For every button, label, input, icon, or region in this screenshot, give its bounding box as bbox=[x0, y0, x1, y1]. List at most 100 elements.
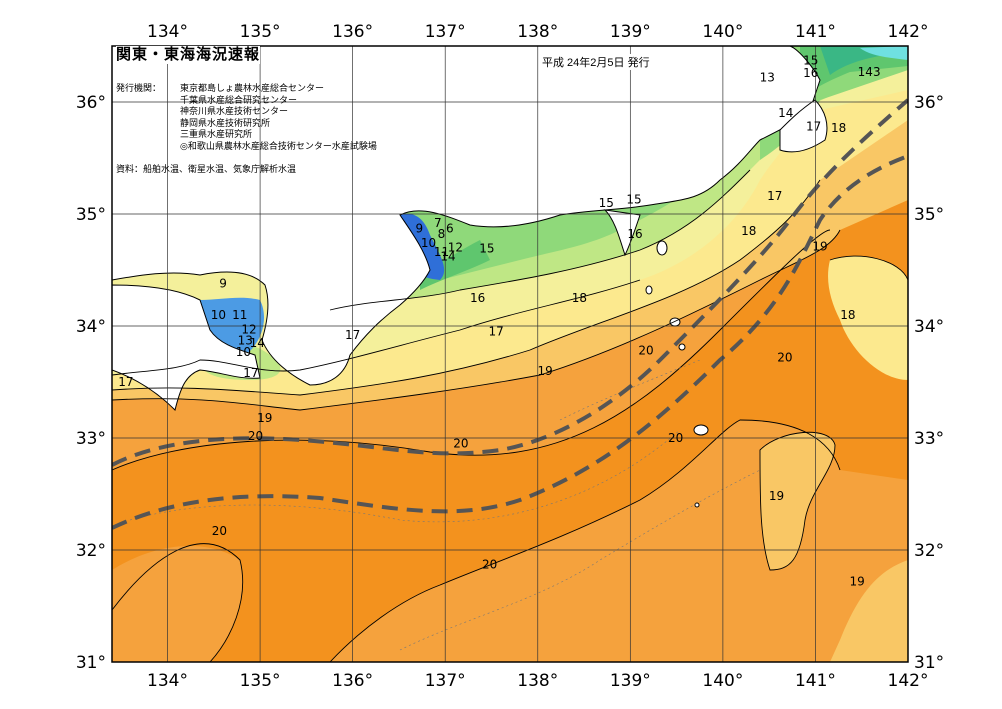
contour-label: 17 bbox=[767, 189, 782, 203]
issuer-list: 東京都島しょ農林水産総合センター 千葉県水産総合研究センター 神奈川県水産技術セ… bbox=[180, 83, 377, 152]
lat-tick-label: 35° bbox=[914, 205, 944, 225]
contour-label: 20 bbox=[668, 431, 683, 445]
lon-tick-label: 138° bbox=[517, 671, 558, 691]
contour-label: 20 bbox=[638, 344, 653, 358]
contour-label: 11 bbox=[434, 245, 449, 259]
lon-tick-label: 137° bbox=[425, 671, 466, 691]
contour-label: 18 bbox=[840, 308, 855, 322]
contour-label: 20 bbox=[777, 350, 792, 364]
axis-ticks: 134° 134° 135° 135° 136° 136° 137° 137° 138° 138°… bbox=[76, 22, 944, 691]
lat-tick-label: 34° bbox=[914, 317, 944, 337]
contour-label: 17 bbox=[345, 328, 360, 342]
kuroshio-axis-south bbox=[112, 154, 908, 530]
issuer-item: 東京都島しょ農林水産総合センター bbox=[180, 83, 325, 93]
lat-tick-label: 32° bbox=[914, 541, 944, 561]
kuroshio-axis-north bbox=[112, 98, 908, 467]
contour-label: 18 bbox=[741, 224, 756, 238]
issuer-item: 三重県水産研究所 bbox=[180, 129, 253, 139]
lon-tick-label: 138° bbox=[517, 22, 558, 42]
contour-label: 12 bbox=[448, 241, 463, 255]
contour-label: 9 bbox=[415, 222, 423, 236]
contour-label: 20 bbox=[482, 558, 497, 572]
sea-cold-osaka-bay bbox=[200, 297, 265, 355]
lat-tick-label: 35° bbox=[76, 205, 106, 225]
contour-label: 15 bbox=[803, 54, 818, 68]
dotted-contours bbox=[129, 359, 761, 651]
lon-tick-label: 136° bbox=[332, 22, 373, 42]
contour-label: 20 bbox=[453, 437, 468, 451]
lon-tick-label: 142° bbox=[888, 22, 929, 42]
island-miyake bbox=[669, 317, 681, 327]
island-niijima bbox=[645, 285, 653, 295]
lon-tick-label: 134° bbox=[147, 671, 188, 691]
lon-tick-label: 141° bbox=[795, 22, 836, 42]
contour-label: 19 bbox=[769, 489, 784, 503]
lat-tick-label: 32° bbox=[76, 541, 106, 561]
lon-tick-label: 136° bbox=[332, 671, 373, 691]
map-frame bbox=[111, 45, 909, 663]
contour-label: 18 bbox=[831, 121, 846, 135]
sea-18-east bbox=[828, 256, 908, 380]
contour-label: 10 bbox=[421, 236, 436, 250]
lat-tick-label: 33° bbox=[76, 429, 106, 449]
contour-label: 20 bbox=[212, 524, 227, 538]
lat-tick-label: 33° bbox=[914, 429, 944, 449]
contour-label: 17 bbox=[806, 120, 821, 134]
sea-20-southwest bbox=[112, 546, 243, 662]
sea-cold-northeast bbox=[860, 46, 908, 60]
lon-tick-label: 135° bbox=[240, 22, 281, 42]
sea-19-eddy bbox=[760, 432, 835, 570]
kuroshio-axis bbox=[112, 98, 908, 530]
contour-label: 12 bbox=[241, 322, 256, 336]
contour-label: 17 bbox=[243, 366, 258, 380]
contour-label: 11 bbox=[232, 308, 247, 322]
island-aogashima bbox=[694, 502, 700, 508]
contour-label: 14 bbox=[778, 106, 793, 120]
contour-label: 14 bbox=[250, 336, 265, 350]
lat-tick-label: 34° bbox=[76, 317, 106, 337]
lat-tick-label: 36° bbox=[76, 93, 106, 113]
issue-date: 平成 24年2月5日 発行 bbox=[542, 54, 650, 70]
land bbox=[112, 46, 828, 508]
contour-label: 10 bbox=[211, 308, 226, 322]
lat-tick-label: 31° bbox=[76, 653, 106, 673]
data-sources: 資料：船舶水温、衛星水温、気象庁解析水温 bbox=[116, 164, 297, 174]
contour-label: 14 bbox=[440, 250, 455, 264]
lon-tick-label: 140° bbox=[702, 671, 743, 691]
contour-label: 8 bbox=[438, 227, 446, 241]
lon-tick-label: 139° bbox=[610, 22, 651, 42]
contour-label: 19 bbox=[812, 239, 827, 253]
contour-label: 19 bbox=[849, 574, 864, 588]
lon-tick-label: 135° bbox=[240, 671, 281, 691]
contour-lines bbox=[112, 169, 908, 662]
contour-label: 16 bbox=[627, 227, 642, 241]
lon-tick-label: 134° bbox=[147, 22, 188, 42]
island-mikura bbox=[678, 343, 686, 351]
issuer-label: 発行機関： bbox=[116, 83, 162, 93]
contour-label: 15 bbox=[626, 192, 641, 206]
contour-label: 6 bbox=[446, 222, 454, 236]
land-shikoku bbox=[112, 284, 261, 411]
lat-tick-label: 36° bbox=[914, 93, 944, 113]
contour-label: 19 bbox=[538, 364, 553, 378]
contour-label: 15 bbox=[599, 196, 614, 210]
lat-tick-label: 31° bbox=[914, 653, 944, 673]
issuer-item: 千葉県水産総合研究センター bbox=[180, 94, 298, 105]
contour-label: 16 bbox=[470, 291, 485, 305]
lon-tick-label: 142° bbox=[888, 671, 929, 691]
lon-tick-label: 140° bbox=[702, 22, 743, 42]
issuer-item: 静岡県水産技術研究所 bbox=[180, 117, 271, 128]
lon-tick-label: 139° bbox=[610, 671, 651, 691]
island-hachijo bbox=[693, 424, 709, 436]
issuer-item: ◎和歌山県農林水産総合技術センター水産試験場 bbox=[180, 140, 377, 151]
lat-lon-grid bbox=[112, 46, 908, 662]
land-honshu bbox=[112, 46, 821, 386]
contour-label: 13 bbox=[760, 70, 775, 84]
contour-label: 18 bbox=[572, 291, 587, 305]
lon-tick-label: 137° bbox=[425, 22, 466, 42]
contour-label: 20 bbox=[248, 429, 263, 443]
contour-label: 17 bbox=[118, 375, 133, 389]
